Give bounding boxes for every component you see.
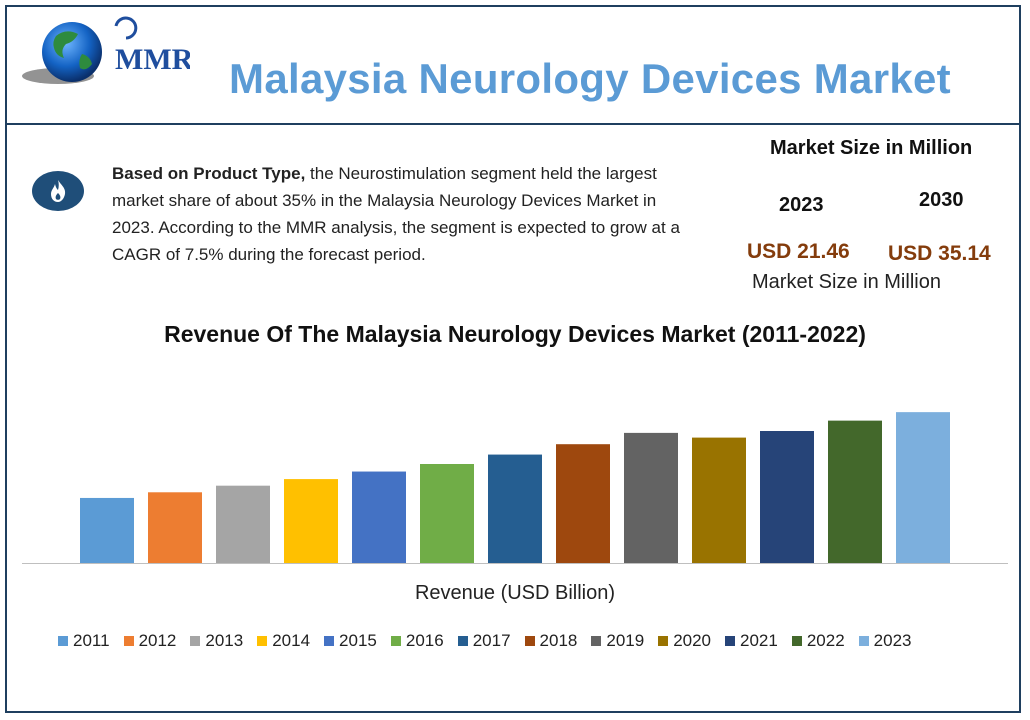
legend-label: 2011 [73, 631, 110, 650]
legend-item-2013: 2013 [190, 631, 243, 651]
legend-label: 2020 [673, 631, 712, 650]
legend-swatch [658, 636, 669, 646]
legend-label: 2014 [272, 631, 311, 650]
market-size-heading: Market Size in Million [770, 137, 973, 159]
legend-label: 2016 [405, 631, 444, 650]
bar-2018 [556, 444, 610, 563]
legend-item-2020: 2020 [658, 631, 711, 651]
legend-label: 2017 [472, 631, 511, 650]
legend-swatch [791, 636, 802, 646]
legend-label: 2022 [806, 631, 845, 650]
bar-2020 [692, 437, 746, 563]
summary-text: Based on Product Type, the Neurostimulat… [112, 160, 702, 268]
value-2023: USD 21.46 [747, 240, 850, 263]
legend-swatch [190, 636, 201, 646]
legend-swatch [524, 636, 535, 646]
legend-item-2012: 2012 [123, 631, 177, 651]
legend-item-2022: 2022 [791, 631, 845, 651]
legend-label: 2015 [339, 631, 377, 650]
market-size-footer: Market Size in Million [752, 271, 941, 293]
bar-2015 [352, 471, 406, 563]
chart-title: Revenue Of The Malaysia Neurology Device… [164, 321, 866, 347]
legend-swatch [591, 636, 602, 646]
bar-2022 [828, 420, 882, 563]
svg-text:MMR: MMR [115, 43, 190, 76]
legend-item-2019: 2019 [591, 631, 644, 651]
chart-legend: 2011 2012 2013 2014 2015 2016 2017 2018 2019 2020… [58, 631, 926, 651]
legend-label: 2013 [205, 631, 244, 650]
summary-body: the Neurostimulation segment held the la… [112, 164, 680, 264]
legend-label: 2018 [539, 631, 578, 650]
bar-2023 [896, 412, 950, 563]
year-2030: 2030 [919, 189, 964, 211]
legend-swatch [858, 636, 869, 646]
value-2030: USD 35.14 [888, 242, 991, 265]
legend-item-2018: 2018 [524, 631, 578, 651]
legend-item-2014: 2014 [257, 631, 310, 651]
flame-icon [32, 171, 84, 211]
bar-2012 [148, 492, 202, 563]
x-axis-label: Revenue (USD Billion) [414, 582, 616, 604]
page-title: Malaysia Neurology Devices Market [229, 55, 951, 102]
legend-swatch [123, 636, 134, 646]
legend-item-2016: 2016 [390, 631, 444, 651]
header-divider [7, 123, 1019, 125]
legend-item-2015: 2015 [324, 631, 377, 651]
bar-2019 [624, 432, 678, 563]
legend-swatch [58, 636, 68, 646]
legend-item-2011: 2011 [58, 631, 110, 651]
legend-swatch [257, 636, 268, 646]
legend-swatch [457, 636, 468, 646]
legend-swatch [390, 636, 401, 646]
bar-chart [22, 412, 1008, 564]
legend-label: 2019 [606, 631, 645, 650]
bar-2011 [80, 497, 134, 563]
legend-label: 2021 [740, 631, 778, 650]
legend-label: 2023 [873, 631, 912, 650]
legend-swatch [324, 636, 335, 646]
page-frame [5, 5, 1021, 713]
bar-2017 [488, 454, 542, 563]
bar-2021 [760, 431, 814, 563]
legend-item-2017: 2017 [457, 631, 511, 651]
year-2023: 2023 [779, 194, 824, 216]
legend-swatch [725, 636, 736, 646]
bar-2016 [420, 464, 474, 563]
legend-label: 2012 [138, 631, 177, 650]
summary-lead: Based on Product Type, [112, 164, 306, 183]
legend-item-2021: 2021 [725, 631, 778, 651]
mmr-logo: MMR [20, 14, 194, 94]
bar-2013 [216, 485, 270, 563]
legend-item-2023: 2023 [858, 631, 912, 651]
bar-2014 [284, 479, 338, 563]
